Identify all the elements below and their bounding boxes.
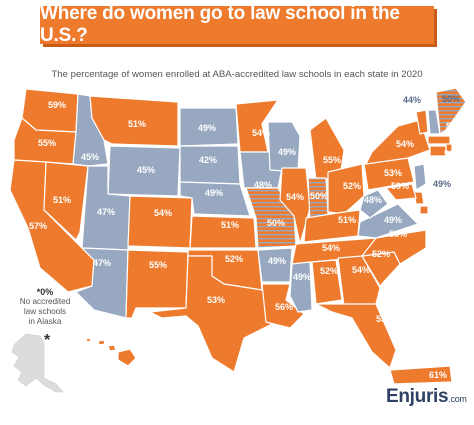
state-label-il: 54% — [286, 192, 304, 202]
state-label-ky: 51% — [338, 215, 356, 225]
state-ga — [337, 255, 381, 307]
state-label-me: 50% — [442, 94, 460, 104]
state-ky — [303, 209, 361, 243]
state-ct — [429, 145, 447, 157]
state-label-ia: 48% — [254, 180, 272, 190]
state-label-wa: 59% — [48, 100, 66, 110]
state-label-mn: 54% — [252, 128, 270, 138]
page-subtitle: The percentage of women enrolled at ABA-… — [51, 69, 423, 80]
state-wi — [267, 121, 301, 173]
state-label-nj: 49% — [433, 179, 451, 189]
state-label-pa: 53% — [384, 168, 402, 178]
state-label-mt: 51% — [128, 119, 146, 129]
state-label-id: 45% — [81, 152, 99, 162]
alaska-value: *0% — [36, 287, 54, 297]
state-label-ms: 49% — [293, 272, 311, 282]
state-label-al: 52% — [320, 266, 338, 276]
state-label-mi: 55% — [323, 155, 341, 165]
state-label-ma: 57% — [446, 121, 464, 131]
alaska-note-line2: law schools — [23, 307, 67, 316]
state-label-va: 49% — [384, 215, 402, 225]
state-va — [357, 203, 419, 239]
state-label-tn: 54% — [322, 243, 340, 253]
state-label-nm: 55% — [149, 260, 167, 270]
state-dc — [419, 205, 429, 215]
state-label-ct: 54% — [430, 163, 448, 173]
state-label-sd: 42% — [199, 155, 217, 165]
state-al — [311, 259, 343, 305]
alaska-note-line3: in Alaska — [28, 317, 62, 326]
state-label-wv: 48% — [364, 195, 382, 205]
state-mt — [89, 95, 179, 147]
state-ms — [289, 261, 313, 313]
state-nc — [361, 229, 427, 265]
state-tx — [149, 255, 277, 373]
state-vt — [415, 109, 429, 135]
state-oh — [327, 163, 365, 215]
state-label-ks: 51% — [221, 220, 239, 230]
state-ma — [427, 135, 451, 145]
state-label-ut: 47% — [97, 207, 115, 217]
state-label-ri: 58% — [444, 149, 462, 159]
state-label-or: 55% — [38, 138, 56, 148]
title-banner: Where do women go to law school in the U… — [40, 3, 434, 46]
state-label-mo: 50% — [267, 218, 285, 228]
state-label-ne: 49% — [205, 188, 223, 198]
page-title: Where do women go to law school in the U… — [40, 3, 400, 46]
state-mi — [309, 117, 345, 181]
state-hi — [85, 337, 137, 367]
state-label-co: 54% — [154, 208, 172, 218]
state-co — [127, 195, 193, 249]
state-wy — [107, 145, 181, 197]
alaska-note-line1: No accredited — [19, 297, 71, 306]
state-label-fl: 55% — [376, 314, 394, 324]
state-label-nh: 44% — [403, 95, 421, 105]
state-label-sc: 52% — [372, 249, 390, 259]
state-label-wy: 45% — [137, 165, 155, 175]
state-label-ny: 54% — [396, 139, 414, 149]
state-ks — [189, 215, 257, 249]
enjuris-logo: Enjuris.com — [386, 386, 467, 408]
state-wv — [359, 189, 389, 219]
state-me — [435, 87, 467, 135]
state-de — [413, 191, 425, 205]
state-label-hi: 53% — [141, 340, 159, 350]
state-label-nc: 58% — [389, 229, 407, 239]
state-label-wi: 49% — [278, 147, 296, 157]
state-label-de: 54% — [432, 197, 450, 207]
state-label-la: 56% — [275, 302, 293, 312]
state-label-md: 59% — [391, 181, 409, 191]
state-fl — [315, 303, 397, 369]
logo-suffix: .com — [448, 394, 467, 404]
state-label-tx: 53% — [207, 295, 225, 305]
alaska-shape — [11, 333, 64, 393]
state-label-ar: 49% — [268, 256, 286, 266]
state-label-nd: 49% — [198, 123, 216, 133]
alaska-note: *0% No accredited law schools in Alaska — [6, 287, 84, 327]
state-mn — [235, 99, 279, 153]
state-label-vt: 58% — [386, 105, 404, 115]
state-md — [385, 183, 417, 201]
state-nd — [179, 107, 239, 147]
state-label-oh: 52% — [343, 181, 361, 191]
state-label-in: 50% — [310, 191, 328, 201]
state-pr — [389, 365, 453, 385]
alaska-asterisk: * — [44, 332, 51, 349]
logo-brand: Enjuris — [386, 386, 449, 407]
state-label-dc: 58% — [432, 213, 450, 223]
state-nj — [413, 163, 427, 191]
state-sd — [179, 145, 241, 185]
state-la — [261, 283, 305, 329]
state-label-ok: 52% — [225, 254, 243, 264]
state-label-ca: 57% — [29, 221, 47, 231]
state-label-nv: 51% — [53, 195, 71, 205]
state-label-az: 47% — [93, 258, 111, 268]
state-label-pr: 61% — [429, 370, 447, 380]
state-label-ga: 54% — [352, 265, 370, 275]
state-ne — [179, 181, 251, 217]
state-ar — [257, 247, 293, 283]
